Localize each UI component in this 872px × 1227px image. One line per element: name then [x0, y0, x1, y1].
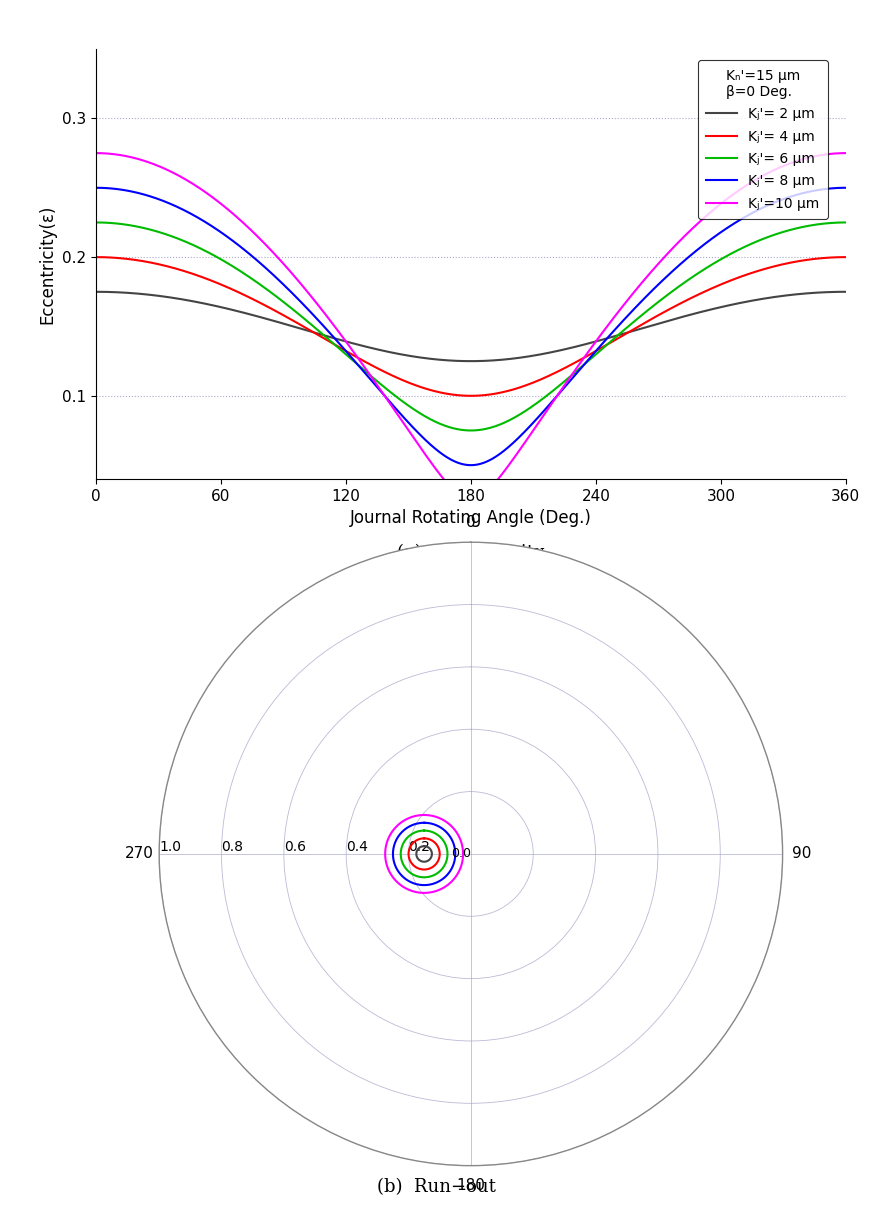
X-axis label: Journal Rotating Angle (Deg.): Journal Rotating Angle (Deg.) — [350, 509, 592, 528]
Text: 0.0: 0.0 — [451, 848, 471, 860]
Text: (b)  Run−out: (b) Run−out — [377, 1178, 495, 1196]
Text: (a)  Eccentricity: (a) Eccentricity — [398, 544, 544, 562]
Legend: Kⱼ'= 2 μm, Kⱼ'= 4 μm, Kⱼ'= 6 μm, Kⱼ'= 8 μm, Kⱼ'=10 μm: Kⱼ'= 2 μm, Kⱼ'= 4 μm, Kⱼ'= 6 μm, Kⱼ'= 8 … — [698, 60, 828, 218]
Y-axis label: Eccentricity(ε): Eccentricity(ε) — [38, 205, 57, 324]
